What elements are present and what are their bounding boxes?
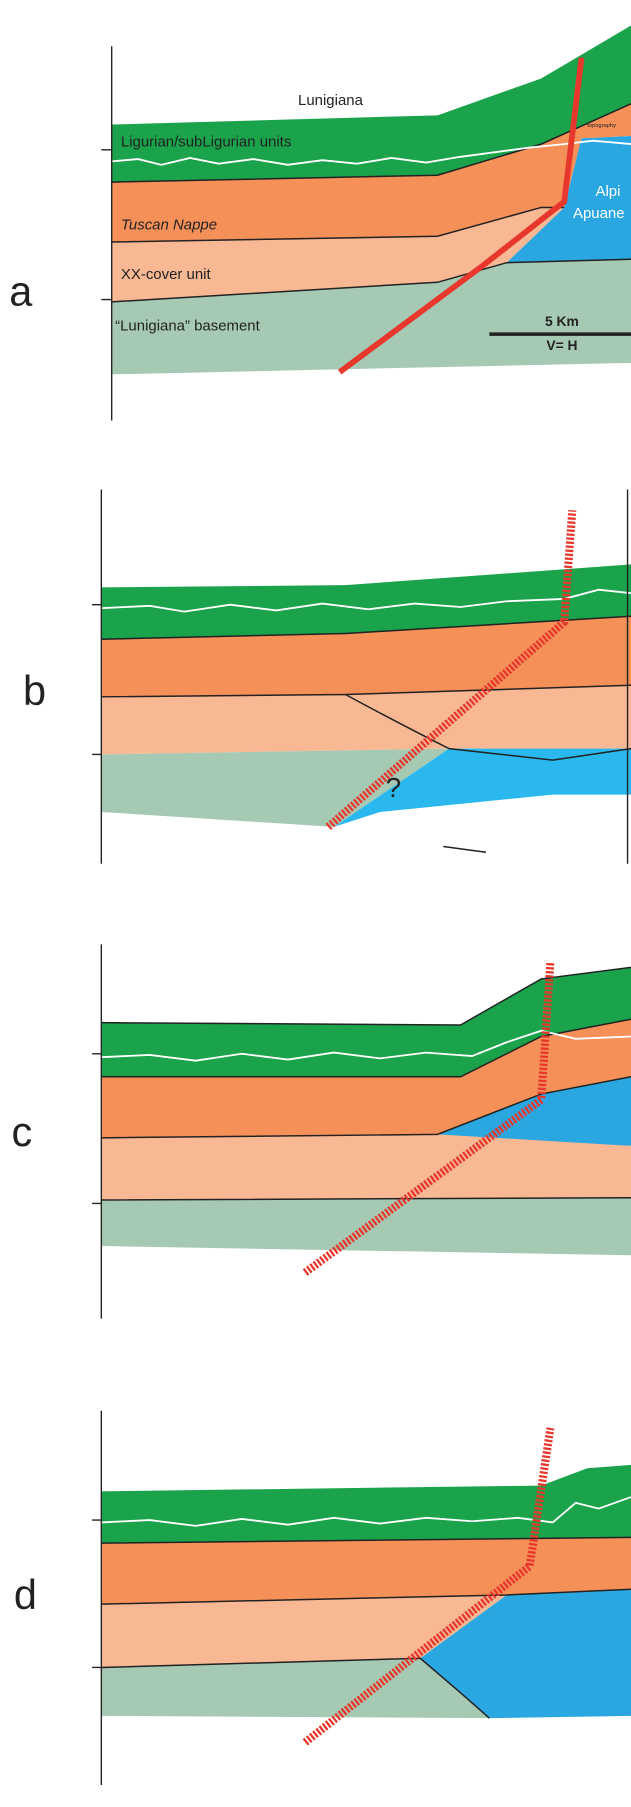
panel-a: a Lunigiana Ligurian/subLigurian units t… [9,26,631,421]
axis [92,944,101,1318]
ligurian-layer [101,1465,631,1543]
axis [101,46,111,420]
label: 5 Km [545,313,579,329]
label: Tuscan Nappe [121,216,217,233]
label: XX-cover unit [121,266,212,283]
diagram: a Lunigiana Ligurian/subLigurian units t… [0,0,631,1807]
label: topography [587,123,616,129]
panel-letter: b [23,667,46,714]
panel-c: c [12,944,631,1318]
panel-letter: d [14,1571,37,1618]
label: Apuane [573,205,625,222]
annotation: ? [386,772,401,803]
label: Alpi [596,183,621,200]
panel-b: b ? [23,490,631,864]
panel-letter: c [12,1108,33,1155]
axis [92,1411,101,1785]
label: V= H [546,337,577,353]
label: Lunigiana [298,92,364,109]
label: “Lunigiana” basement [115,318,260,335]
panel-letter: a [9,267,33,314]
cover-layer [101,1134,631,1200]
label: Ligurian/subLigurian units [121,133,291,150]
panel-d: d [14,1411,631,1785]
basement-layer [101,1198,631,1256]
